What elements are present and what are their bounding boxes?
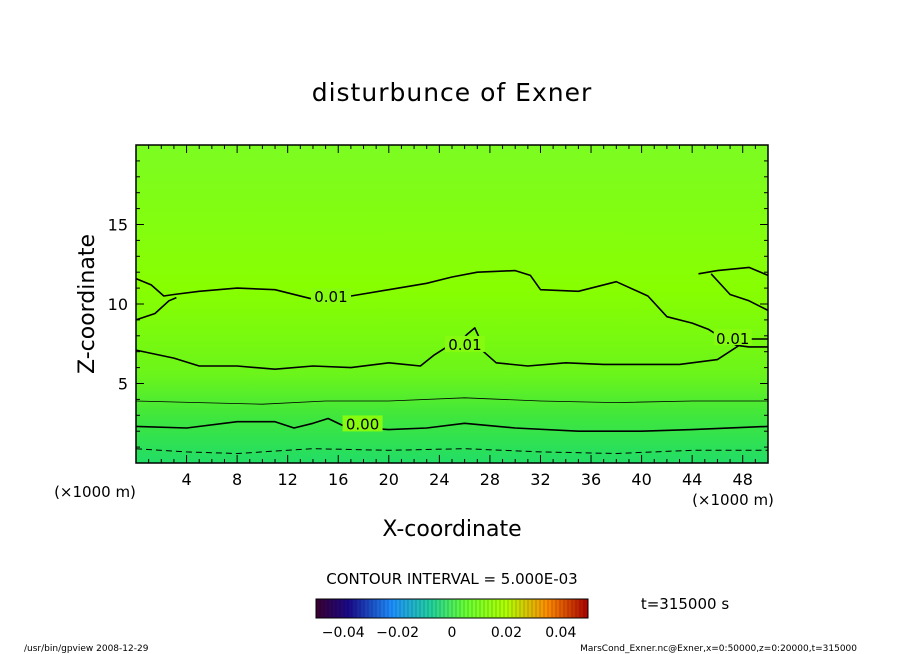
x-tick-label: 40 xyxy=(631,470,651,489)
x-tick-label: 16 xyxy=(328,470,348,489)
chart-title: disturbunce of Exner xyxy=(312,78,593,107)
contour-label-bg xyxy=(444,335,485,352)
contour-line xyxy=(135,269,768,348)
contour-line xyxy=(135,397,768,405)
x-axis-label: X-coordinate xyxy=(382,517,521,542)
contour-line xyxy=(698,266,769,277)
contour-label-bg xyxy=(342,415,383,432)
contour-line xyxy=(710,273,769,312)
colorbar-tick-label: 0.04 xyxy=(545,625,576,641)
contour-label: 0.01 xyxy=(716,330,749,348)
footer-right-text: MarsCond_Exner.nc@Exner,x=0:50000,z=0:20… xyxy=(580,644,857,654)
colorbar-tick-labels: −0.04 −0.02 0 0.02 0.04 xyxy=(322,625,577,641)
x-tick-label: 44 xyxy=(682,470,702,489)
contour-labels: 0.01 0.01 0.00 0.01 xyxy=(310,288,752,433)
x-tick-label: 36 xyxy=(581,470,601,489)
x-tick-label: 8 xyxy=(232,470,242,489)
colorbar-tick-label: −0.04 xyxy=(322,625,365,641)
x-tick-label: 28 xyxy=(480,470,500,489)
contour-label: 0.01 xyxy=(314,288,347,306)
contour-line xyxy=(135,296,177,321)
x-tick-label: 4 xyxy=(181,470,191,489)
x-tick-label: 12 xyxy=(278,470,298,489)
contour-line xyxy=(135,327,768,370)
colorbar-tick-label: −0.02 xyxy=(376,625,419,641)
colorbar-bands xyxy=(319,600,585,617)
y-axis-unit: (×1000 m) xyxy=(54,483,136,501)
x-tick-label: 20 xyxy=(379,470,399,489)
y-axis-ticks: 5 10 15 xyxy=(108,144,768,464)
contour-line xyxy=(135,448,768,454)
contour-label: 0.00 xyxy=(346,415,379,433)
y-tick-label: 15 xyxy=(108,216,128,235)
x-axis-ticks: 4 8 12 16 20 24 28 32 36 40 44 48 xyxy=(135,145,769,489)
colorbar xyxy=(315,598,589,619)
x-axis-unit: (×1000 m) xyxy=(692,491,774,509)
y-tick-label: 5 xyxy=(118,375,128,394)
x-tick-label: 32 xyxy=(530,470,550,489)
y-axis-label: Z-coordinate xyxy=(75,234,100,374)
time-stamp-text: t=315000 s xyxy=(641,595,729,613)
x-tick-label: 24 xyxy=(429,470,449,489)
y-tick-label: 10 xyxy=(108,295,128,314)
contour-interval-text: CONTOUR INTERVAL = 5.000E-03 xyxy=(326,570,577,588)
contour-label: 0.01 xyxy=(448,336,481,354)
contour-label-bg xyxy=(310,288,351,305)
footer-left-text: /usr/bin/gpview 2008-12-29 xyxy=(24,644,149,654)
contour-field xyxy=(136,145,768,463)
colorbar-tick-label: 0.02 xyxy=(491,625,522,641)
colorbar-tick-label: 0 xyxy=(448,625,457,641)
contour-label-bg xyxy=(713,328,752,345)
x-tick-label: 48 xyxy=(733,470,753,489)
